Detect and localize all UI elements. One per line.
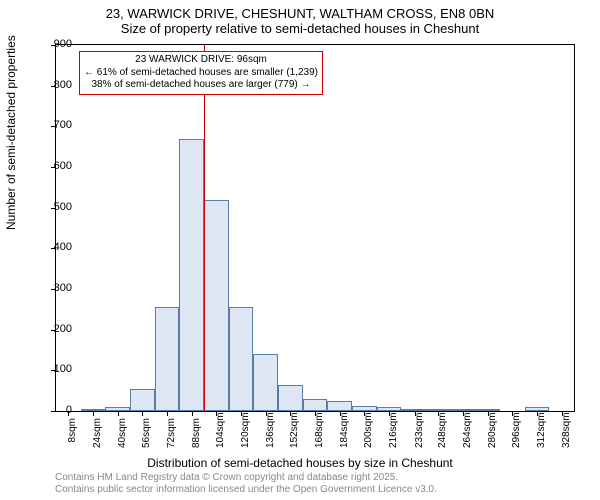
- title-line2: Size of property relative to semi-detach…: [0, 21, 600, 36]
- histogram-bar: [426, 409, 451, 411]
- y-tick: [51, 411, 56, 412]
- x-tick-label: 312sqm: [536, 418, 547, 448]
- annotation-line2: ← 61% of semi-detached houses are smalle…: [84, 67, 318, 80]
- x-tick-label: 152sqm: [289, 418, 300, 448]
- x-tick-label: 184sqm: [339, 418, 350, 448]
- annotation-box: 23 WARWICK DRIVE: 96sqm ← 61% of semi-de…: [79, 51, 323, 95]
- x-tick-label: 233sqm: [414, 418, 425, 448]
- y-tick-label: 200: [54, 323, 72, 335]
- x-axis-label: Distribution of semi-detached houses by …: [0, 456, 600, 470]
- footer-line1: Contains HM Land Registry data © Crown c…: [55, 472, 437, 484]
- histogram-bar: [475, 409, 500, 411]
- chart-title: 23, WARWICK DRIVE, CHESHUNT, WALTHAM CRO…: [0, 0, 600, 36]
- y-tick-label: 300: [54, 282, 72, 294]
- y-tick-label: 800: [54, 79, 72, 91]
- histogram-bar: [525, 407, 550, 411]
- x-tick: [142, 411, 143, 416]
- chart-container: 23, WARWICK DRIVE, CHESHUNT, WALTHAM CRO…: [0, 0, 600, 500]
- histogram-bar: [401, 409, 426, 411]
- x-tick-label: 40sqm: [117, 418, 128, 448]
- x-tick-label: 8sqm: [67, 418, 78, 448]
- x-tick-label: 200sqm: [363, 418, 374, 448]
- histogram-bar: [229, 307, 254, 411]
- footer-line2: Contains public sector information licen…: [55, 484, 437, 496]
- histogram-bar: [204, 200, 229, 411]
- x-tick-label: 248sqm: [437, 418, 448, 448]
- histogram-bar: [303, 399, 328, 411]
- x-tick: [93, 411, 94, 416]
- histogram-bar: [352, 406, 377, 411]
- x-tick-label: 216sqm: [388, 418, 399, 448]
- annotation-line1: 23 WARWICK DRIVE: 96sqm: [84, 54, 318, 67]
- x-tick-label: 88sqm: [191, 418, 202, 448]
- x-tick-label: 264sqm: [462, 418, 473, 448]
- x-tick-label: 104sqm: [215, 418, 226, 448]
- y-tick-label: 700: [54, 119, 72, 131]
- histogram-bar: [105, 407, 130, 411]
- y-tick-label: 600: [54, 160, 72, 172]
- footer-text: Contains HM Land Registry data © Crown c…: [55, 472, 437, 496]
- histogram-bar: [155, 307, 180, 411]
- annotation-line3: 38% of semi-detached houses are larger (…: [84, 79, 318, 92]
- x-tick: [118, 411, 119, 416]
- x-tick-label: 280sqm: [487, 418, 498, 448]
- histogram-bar: [327, 401, 352, 411]
- x-tick-label: 328sqm: [561, 418, 572, 448]
- plot-area: 23 WARWICK DRIVE: 96sqm ← 61% of semi-de…: [55, 44, 575, 412]
- x-tick: [167, 411, 168, 416]
- reference-line: [204, 45, 205, 411]
- histogram-bar: [451, 409, 476, 411]
- y-tick-label: 100: [54, 363, 72, 375]
- y-tick-label: 0: [66, 404, 72, 416]
- x-tick-label: 24sqm: [92, 418, 103, 448]
- title-line1: 23, WARWICK DRIVE, CHESHUNT, WALTHAM CRO…: [0, 6, 600, 21]
- histogram-bar: [377, 407, 402, 411]
- histogram-bar: [179, 139, 204, 411]
- y-tick-label: 500: [54, 201, 72, 213]
- x-tick-label: 120sqm: [240, 418, 251, 448]
- histogram-bar: [278, 385, 303, 411]
- histogram-bar: [130, 389, 155, 411]
- y-tick-label: 400: [54, 241, 72, 253]
- x-tick-label: 56sqm: [141, 418, 152, 448]
- x-tick-label: 296sqm: [511, 418, 522, 448]
- y-tick-label: 900: [54, 38, 72, 50]
- histogram-bar: [81, 409, 106, 411]
- x-tick: [192, 411, 193, 416]
- histogram-bar: [253, 354, 278, 411]
- y-axis-label: Number of semi-detached properties: [4, 35, 18, 230]
- x-tick-label: 168sqm: [314, 418, 325, 448]
- x-tick-label: 136sqm: [265, 418, 276, 448]
- x-tick-label: 72sqm: [166, 418, 177, 448]
